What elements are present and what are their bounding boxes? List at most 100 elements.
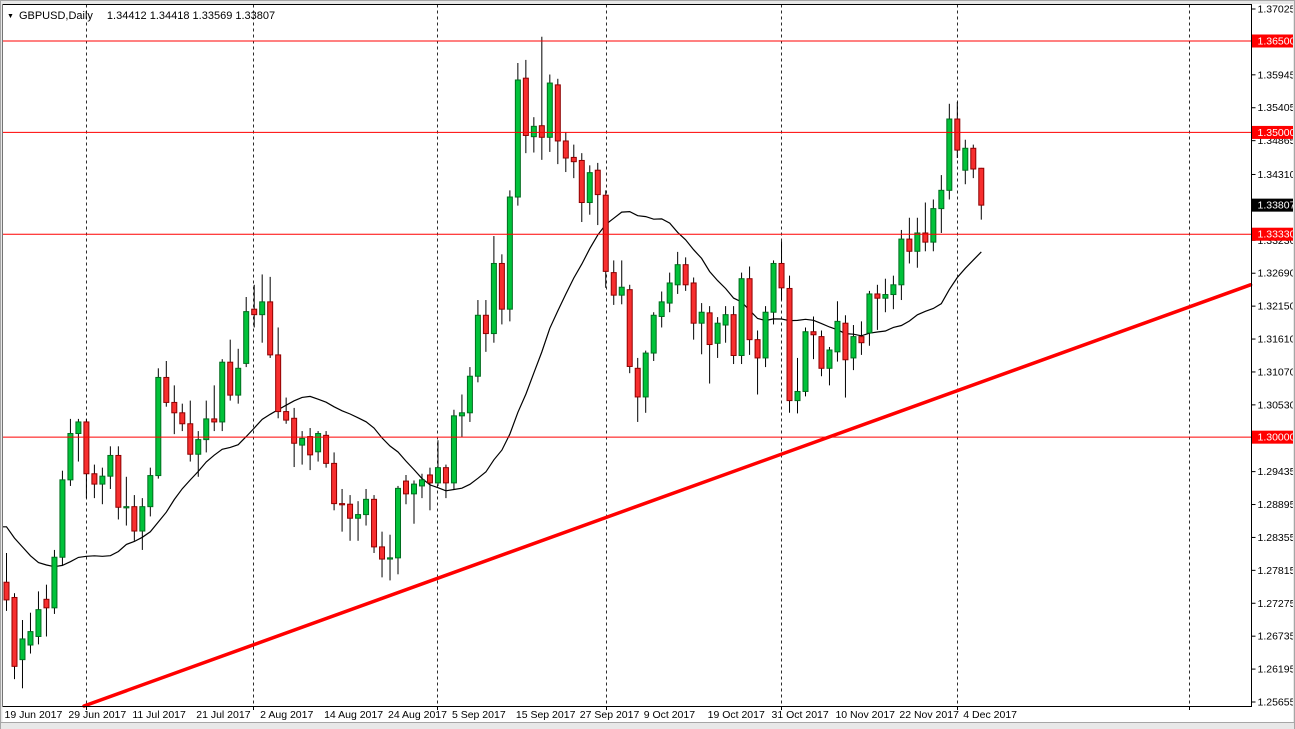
candle-07.25[interactable] bbox=[211, 385, 218, 432]
candle-07.17[interactable] bbox=[163, 360, 170, 407]
candle-08.25[interactable] bbox=[395, 485, 402, 575]
candle-08.02[interactable] bbox=[259, 274, 266, 343]
candle-08.10[interactable] bbox=[307, 428, 314, 471]
candle-07.10[interactable] bbox=[123, 476, 130, 526]
candle-08.30[interactable] bbox=[418, 473, 425, 499]
trendline[interactable] bbox=[82, 283, 1253, 708]
candle-11.27[interactable] bbox=[922, 202, 929, 252]
candle-06.29[interactable] bbox=[67, 418, 74, 486]
candle-09.13[interactable] bbox=[498, 254, 505, 325]
candle-07.14[interactable] bbox=[155, 368, 162, 479]
candle-10.16[interactable] bbox=[682, 257, 689, 291]
candle-09.12[interactable] bbox=[490, 236, 497, 343]
symbol-dropdown-icon[interactable]: ▼ bbox=[7, 12, 14, 20]
candle-11.17[interactable] bbox=[874, 284, 881, 330]
candle-09.25[interactable] bbox=[562, 132, 569, 173]
candle-09.18[interactable] bbox=[522, 59, 529, 154]
candle-07.11[interactable] bbox=[131, 495, 138, 541]
candle-10.24[interactable] bbox=[730, 306, 737, 365]
candle-11.30[interactable] bbox=[946, 103, 953, 200]
candle-11.22[interactable] bbox=[898, 229, 905, 301]
candle-09.26[interactable] bbox=[570, 144, 577, 179]
candle-06.23[interactable] bbox=[35, 591, 42, 645]
candle-10.17[interactable] bbox=[690, 277, 697, 340]
candle-11.28[interactable] bbox=[930, 199, 937, 252]
candle-07.06[interactable] bbox=[107, 446, 114, 489]
candle-11.15[interactable] bbox=[858, 321, 865, 355]
candle-10.31[interactable] bbox=[770, 260, 777, 325]
candle-07.31[interactable] bbox=[243, 296, 250, 368]
candle-07.21[interactable] bbox=[195, 431, 202, 477]
candle-11.16[interactable] bbox=[866, 290, 873, 346]
candle-08.23[interactable] bbox=[379, 531, 386, 578]
candle-09.27[interactable] bbox=[578, 153, 585, 223]
candle-07.27[interactable] bbox=[227, 339, 234, 401]
candle-10.06[interactable] bbox=[634, 357, 641, 422]
candle-08.29[interactable] bbox=[410, 480, 417, 524]
candle-08.09[interactable] bbox=[299, 431, 306, 465]
candle-12.04[interactable] bbox=[962, 139, 969, 185]
candle-11.21[interactable] bbox=[890, 275, 897, 310]
candle-11.23[interactable] bbox=[906, 217, 913, 264]
candle-07.26[interactable] bbox=[219, 359, 226, 432]
candle-07.04[interactable] bbox=[91, 464, 98, 499]
candle-11.09[interactable] bbox=[826, 346, 833, 386]
candle-10.19[interactable] bbox=[706, 306, 713, 384]
candle-11.02[interactable] bbox=[786, 275, 793, 413]
candle-10.18[interactable] bbox=[698, 303, 705, 355]
candle-09.08[interactable] bbox=[474, 300, 481, 383]
candle-06.21[interactable] bbox=[19, 620, 26, 689]
candle-10.30[interactable] bbox=[762, 306, 769, 368]
candle-12.06[interactable] bbox=[978, 167, 985, 220]
candle-10.27[interactable] bbox=[754, 330, 761, 395]
candle-09.15[interactable] bbox=[514, 62, 521, 206]
candle-09.20[interactable] bbox=[538, 36, 545, 160]
candle-11.01[interactable] bbox=[778, 241, 785, 301]
candle-06.22[interactable] bbox=[27, 612, 34, 654]
candle-07.19[interactable] bbox=[179, 403, 186, 432]
candle-08.24[interactable] bbox=[387, 534, 394, 581]
candle-08.21[interactable] bbox=[363, 488, 370, 526]
candle-10.20[interactable] bbox=[714, 317, 721, 358]
candle-10.05[interactable] bbox=[626, 284, 633, 374]
candle-08.31[interactable] bbox=[426, 467, 433, 511]
candle-06.28[interactable] bbox=[59, 470, 66, 566]
candle-08.17[interactable] bbox=[347, 495, 354, 541]
candle-09.04[interactable] bbox=[442, 464, 449, 499]
candle-07.28[interactable] bbox=[235, 348, 242, 404]
candle-11.07[interactable] bbox=[810, 316, 817, 360]
candle-06.30[interactable] bbox=[75, 418, 82, 462]
candle-09.29[interactable] bbox=[594, 162, 601, 226]
moving-average-line[interactable] bbox=[2, 210, 982, 568]
candle-08.11[interactable] bbox=[315, 431, 322, 462]
candle-07.18[interactable] bbox=[171, 385, 178, 435]
candle-06.19[interactable] bbox=[3, 552, 10, 611]
candle-08.22[interactable] bbox=[371, 495, 378, 553]
candle-10.11[interactable] bbox=[658, 291, 665, 328]
candle-06.27[interactable] bbox=[51, 549, 58, 614]
candle-11.20[interactable] bbox=[882, 278, 889, 313]
candle-10.02[interactable] bbox=[602, 190, 609, 288]
candle-12.01[interactable] bbox=[954, 101, 961, 159]
candle-11.06[interactable] bbox=[802, 327, 809, 397]
candle-10.04[interactable] bbox=[618, 260, 625, 305]
candle-07.07[interactable] bbox=[115, 446, 122, 520]
candle-07.13[interactable] bbox=[147, 467, 154, 517]
candle-10.09[interactable] bbox=[642, 350, 649, 413]
candle-08.14[interactable] bbox=[323, 431, 330, 468]
date-axis[interactable]: 19 Jun 2017 29 Jun 2017 11 Jul 2017 21 Jul … bbox=[5, 706, 1190, 722]
candle-08.16[interactable] bbox=[339, 488, 346, 532]
candle-10.10[interactable] bbox=[650, 312, 657, 361]
candle-09.22[interactable] bbox=[554, 78, 561, 165]
candle-08.18[interactable] bbox=[355, 501, 362, 541]
candle-08.28[interactable] bbox=[403, 474, 409, 505]
candle-10.23[interactable] bbox=[722, 306, 729, 343]
candle-11.24[interactable] bbox=[914, 217, 921, 268]
candle-11.03[interactable] bbox=[794, 357, 801, 414]
candle-10.13[interactable] bbox=[674, 251, 681, 294]
candle-09.06[interactable] bbox=[458, 394, 465, 438]
candle-09.07[interactable] bbox=[466, 367, 473, 422]
candle-08.04[interactable] bbox=[275, 327, 282, 419]
candle-09.19[interactable] bbox=[530, 117, 537, 153]
